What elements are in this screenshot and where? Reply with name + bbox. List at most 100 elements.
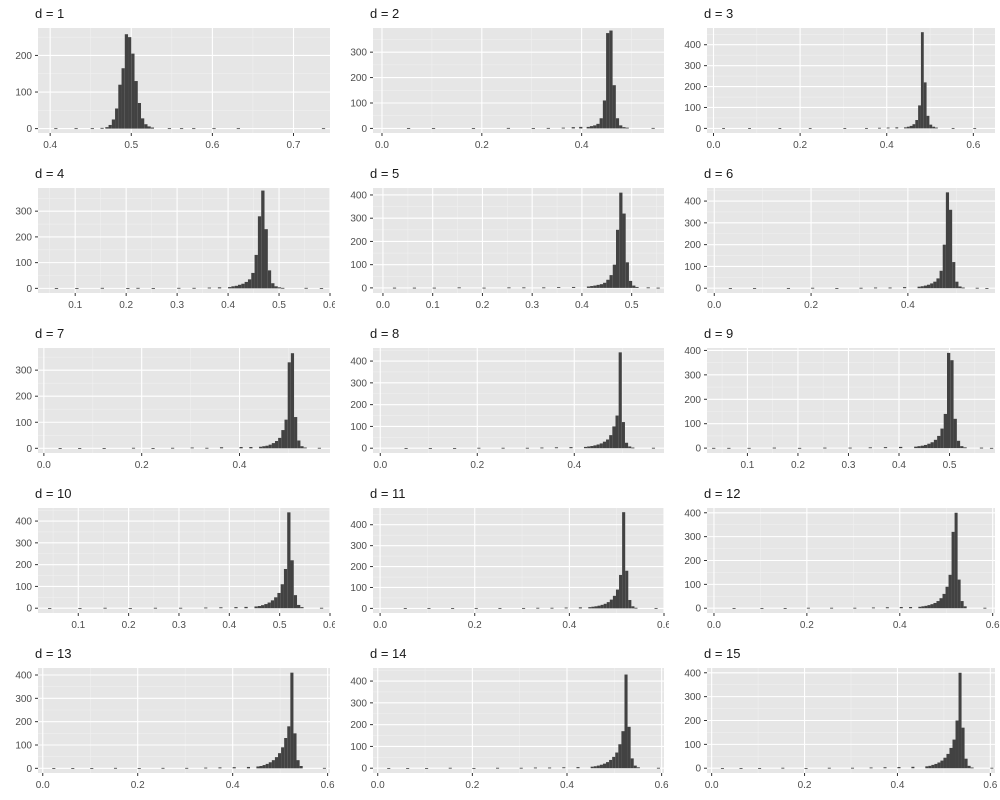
histogram-bar (973, 128, 977, 129)
histogram-bar (781, 767, 785, 769)
y-tick-label: 100 (15, 258, 32, 269)
histogram-bar (238, 284, 242, 289)
histogram-bar (448, 767, 452, 769)
y-tick-label: 300 (15, 207, 32, 218)
histogram-bar (940, 760, 944, 769)
histogram-bar (118, 84, 122, 129)
histogram-panel-5: d = 5 0.0 0.1 0.2 0.3 0.4 0.5 0 100 200 300 400 (350, 166, 664, 311)
histogram-panel-3: d = 3 0.0 0.2 0.4 0.6 0 100 200 300 400 (684, 6, 995, 151)
histogram-bar (593, 766, 597, 769)
histogram-bar (264, 604, 268, 609)
histogram-bar (624, 442, 629, 449)
histogram-bar (257, 606, 262, 609)
histogram-bar (267, 602, 271, 609)
histogram-bar (612, 426, 616, 449)
x-tick-label: 0.5 (943, 460, 957, 471)
x-tick-label: 0.1 (426, 300, 440, 311)
histogram-bar (496, 767, 500, 769)
histogram-bar (548, 767, 552, 769)
histogram-bar (878, 127, 881, 129)
histogram-bar (909, 607, 913, 609)
histogram-bar (290, 560, 294, 609)
histogram-bar (925, 766, 929, 769)
histogram-bar (727, 447, 731, 449)
y-tick-label: 300 (350, 378, 367, 389)
histogram-bar (612, 264, 616, 288)
histogram-bar (271, 283, 275, 289)
histogram-bar (955, 281, 959, 289)
histogram-bar (151, 448, 155, 449)
histogram-bar (303, 447, 307, 449)
x-tick-label: 0.4 (562, 620, 576, 631)
histogram-bar (321, 128, 326, 130)
histogram-bar (586, 286, 591, 288)
y-tick-label: 0 (361, 283, 367, 294)
histogram-bar (412, 287, 417, 289)
histogram-panel-7: d = 7 0.0 0.2 0.4 0 100 200 300 (15, 326, 330, 471)
histogram-bar (989, 447, 994, 449)
x-tick-label: 0.2 (135, 460, 149, 471)
histogram-bar (722, 128, 725, 129)
histogram-bar (923, 285, 927, 289)
histogram-bar (74, 128, 78, 130)
histogram-bar (868, 447, 872, 449)
histogram-bar (960, 601, 964, 609)
histogram-panel-15: d = 15 0.0 0.2 0.4 0.6 0 100 200 300 400 (684, 646, 997, 791)
histogram-bar (954, 512, 958, 609)
x-tick-label: 0.6 (321, 780, 335, 791)
histogram-bar (654, 607, 658, 609)
histogram-bar (823, 447, 827, 449)
histogram-bar (952, 262, 956, 289)
histogram-bar (957, 579, 961, 609)
panel-title: d = 15 (704, 646, 741, 661)
histogram-bar (278, 753, 282, 769)
panel-title: d = 13 (35, 646, 72, 661)
histogram-bar (924, 605, 928, 609)
y-tick-label: 0 (26, 284, 32, 295)
histogram-bar (579, 126, 583, 129)
histogram-bar (615, 415, 619, 449)
histogram-bar (596, 284, 600, 288)
histogram-bar (136, 287, 140, 289)
histogram-bar (457, 287, 461, 289)
x-tick-label: 0.5 (273, 620, 287, 631)
histogram-bar (869, 767, 873, 769)
histogram-bar (451, 608, 455, 609)
histogram-bar (909, 125, 913, 129)
panel-background (373, 28, 664, 133)
x-tick-label: 0.3 (525, 300, 539, 311)
y-tick-label: 300 (350, 698, 367, 709)
histogram-bar (322, 767, 326, 769)
histogram-bar (304, 287, 308, 289)
panel-title: d = 1 (35, 6, 64, 21)
panel-title: d = 7 (35, 326, 64, 341)
histogram-bar (190, 447, 194, 449)
x-tick-label: 0.4 (890, 780, 904, 791)
histogram-panel-12: d = 12 0.0 0.2 0.4 0.6 0 100 200 300 400 (684, 486, 1000, 631)
y-tick-label: 400 (684, 40, 701, 51)
x-tick-label: 0.2 (800, 620, 814, 631)
histogram-bar (319, 288, 324, 289)
x-tick-label: 0.0 (371, 780, 385, 791)
histogram-bar (951, 531, 955, 609)
histogram-bar (603, 282, 607, 288)
histogram-bar (615, 229, 620, 288)
histogram-bar (748, 128, 751, 129)
histogram-bar (588, 607, 592, 609)
histogram-bar (956, 440, 961, 449)
x-tick-label: 0.1 (71, 620, 85, 631)
histogram-bar (636, 767, 640, 769)
histogram-bar (619, 192, 623, 288)
y-tick-label: 400 (684, 346, 701, 357)
histogram-bar (929, 124, 933, 129)
y-tick-label: 0 (26, 604, 32, 615)
histogram-bar (477, 447, 481, 449)
y-tick-label: 300 (684, 692, 701, 703)
histogram-bar (622, 213, 626, 288)
y-tick-label: 100 (684, 262, 701, 273)
y-tick-label: 0 (26, 444, 32, 455)
histogram-bar (609, 599, 613, 609)
histogram-bar (299, 766, 303, 769)
histogram-bar (219, 447, 224, 449)
y-tick-label: 100 (684, 580, 701, 591)
